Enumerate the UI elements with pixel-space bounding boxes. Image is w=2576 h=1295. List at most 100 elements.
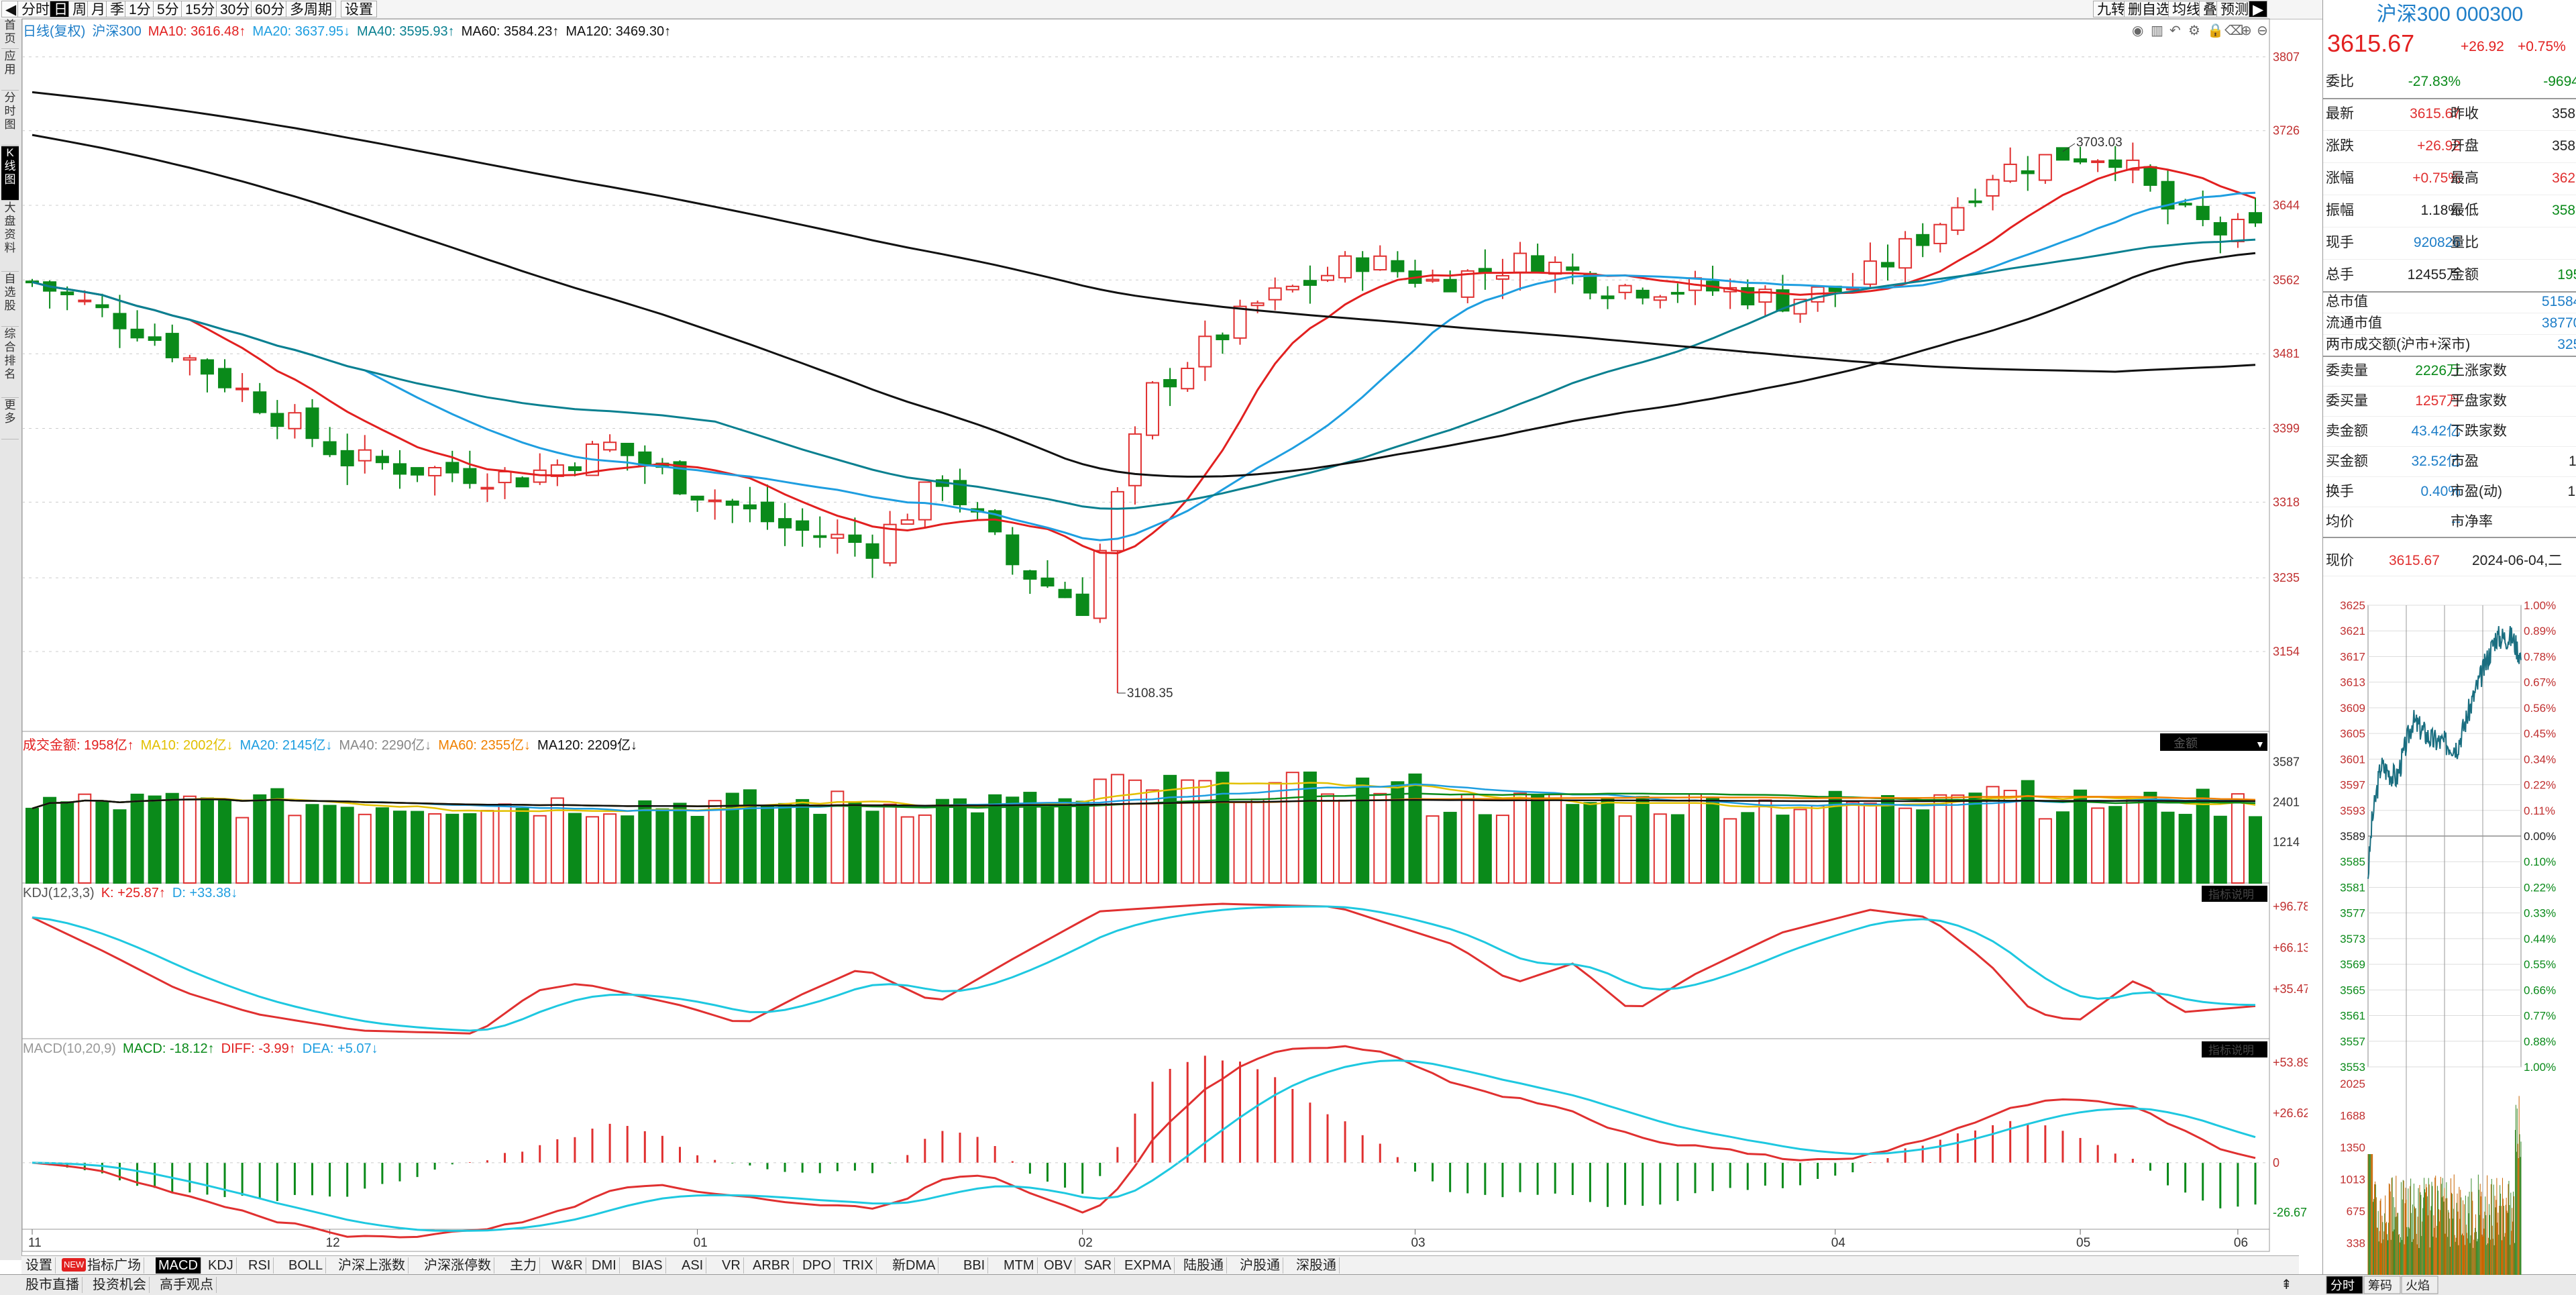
volume-tag-box[interactable] bbox=[2160, 733, 2267, 751]
candle-body[interactable] bbox=[78, 299, 92, 303]
volume-bar[interactable] bbox=[340, 807, 354, 884]
candle-body[interactable] bbox=[2143, 166, 2157, 186]
sidebar-item-ranking[interactable]: 综合排名 bbox=[1, 327, 19, 398]
candle-body[interactable] bbox=[796, 520, 810, 531]
volume-bar[interactable] bbox=[2003, 790, 2017, 884]
volume-bar[interactable] bbox=[1881, 794, 1895, 884]
candle-body[interactable] bbox=[1933, 223, 1947, 244]
volume-bar[interactable] bbox=[2249, 816, 2262, 884]
volume-bar[interactable] bbox=[1460, 794, 1474, 884]
period-button-60min[interactable]: 60分 bbox=[251, 1, 289, 17]
candle-body[interactable] bbox=[1898, 238, 1913, 269]
volume-bar[interactable] bbox=[760, 806, 774, 884]
candle-body[interactable] bbox=[463, 468, 477, 484]
settings-button[interactable]: 设置 bbox=[341, 1, 377, 17]
candle-body[interactable] bbox=[603, 442, 617, 451]
macd-tag[interactable]: 指标说明 bbox=[2208, 1044, 2254, 1057]
candle-body[interactable] bbox=[480, 486, 494, 490]
period-button-quarterly[interactable]: 季 bbox=[106, 1, 128, 17]
candle-body[interactable] bbox=[1023, 570, 1037, 580]
volume-tag-arrow[interactable]: ▼ bbox=[2255, 739, 2265, 749]
candle-body[interactable] bbox=[2021, 170, 2035, 174]
tab-7[interactable]: 沪深涨停数 bbox=[421, 1257, 494, 1274]
volume-bar[interactable] bbox=[1075, 800, 1089, 884]
mini-tab-1[interactable] bbox=[2363, 1276, 2401, 1294]
volume-bar[interactable] bbox=[95, 801, 109, 884]
volume-bar[interactable] bbox=[113, 809, 127, 884]
mini-tab-label[interactable]: 分时 bbox=[2330, 1279, 2355, 1292]
volume-bar[interactable] bbox=[78, 793, 92, 884]
volume-bar[interactable] bbox=[1653, 813, 1667, 884]
candle-body[interactable] bbox=[1250, 302, 1265, 307]
volume-bar[interactable] bbox=[1216, 772, 1230, 884]
candle-body[interactable] bbox=[498, 470, 512, 484]
candle-body[interactable] bbox=[568, 466, 582, 472]
volume-bar[interactable] bbox=[1811, 805, 1825, 884]
volume-bar[interactable] bbox=[43, 796, 57, 884]
candle-body[interactable] bbox=[253, 391, 267, 413]
candle-body[interactable] bbox=[411, 467, 425, 476]
volume-bar[interactable] bbox=[2178, 813, 2192, 884]
volume-bar[interactable] bbox=[1443, 811, 1457, 884]
tab-24[interactable]: 沪股通 bbox=[1237, 1257, 1283, 1274]
macd-tag-box[interactable] bbox=[2202, 1041, 2267, 1057]
volume-bar[interactable] bbox=[2038, 818, 2052, 884]
period-button-1min[interactable]: 1分 bbox=[125, 1, 155, 17]
volume-bar[interactable] bbox=[1758, 799, 1772, 884]
candle-body[interactable] bbox=[900, 519, 914, 525]
volume-bar[interactable] bbox=[1356, 777, 1370, 884]
candle-body[interactable] bbox=[1618, 284, 1632, 293]
volume-bar[interactable] bbox=[848, 802, 862, 884]
undo-icon[interactable]: ↶ bbox=[2169, 23, 2181, 38]
candle-body[interactable] bbox=[883, 523, 897, 564]
collapse-panel-button[interactable]: ▶ bbox=[2249, 1, 2268, 17]
tab-20[interactable]: OBV bbox=[1041, 1257, 1076, 1274]
volume-bar[interactable] bbox=[218, 800, 232, 884]
candle-body[interactable] bbox=[1373, 255, 1387, 271]
forecast-button[interactable]: 预测 bbox=[2216, 1, 2253, 17]
chart-type-icon[interactable]: ▥ bbox=[2151, 23, 2163, 38]
volume-bar[interactable] bbox=[305, 804, 319, 884]
candle-body[interactable] bbox=[358, 449, 372, 462]
volume-bar[interactable] bbox=[1093, 778, 1107, 884]
opportunity-button[interactable]: 投资机会 bbox=[90, 1277, 150, 1293]
zoom-in-icon[interactable]: ⊕ bbox=[2241, 23, 2252, 38]
candle-body[interactable] bbox=[1356, 257, 1370, 272]
candle-body[interactable] bbox=[95, 304, 109, 309]
candle-body[interactable] bbox=[428, 466, 442, 476]
volume-bar[interactable] bbox=[1933, 794, 1947, 884]
volume-bar[interactable] bbox=[235, 817, 250, 884]
stock-chart-canvas[interactable]: ◉ ▥ ↶ ⚙ 🔒 ⌫ ⊕ ⊖ 金额 ▼ 指标说明 指标说明 3807 3726 3… bbox=[0, 0, 2308, 1255]
candle-body[interactable] bbox=[1303, 280, 1317, 286]
candle-body[interactable] bbox=[375, 456, 389, 464]
volume-bar[interactable] bbox=[953, 798, 967, 884]
volume-bar[interactable] bbox=[1198, 780, 1212, 884]
volume-bar[interactable] bbox=[1898, 807, 1913, 884]
candle-body[interactable] bbox=[953, 480, 967, 505]
candle-body[interactable] bbox=[305, 407, 319, 439]
candle-body[interactable] bbox=[2213, 222, 2227, 236]
volume-bar[interactable] bbox=[2074, 789, 2088, 884]
period-button-intraday[interactable]: 分时 bbox=[17, 1, 54, 17]
volume-bar[interactable] bbox=[1181, 779, 1195, 884]
volume-bar[interactable] bbox=[1548, 794, 1562, 884]
candle-body[interactable] bbox=[1216, 334, 1230, 341]
volume-bar[interactable] bbox=[288, 815, 302, 884]
candle-body[interactable] bbox=[1146, 382, 1160, 436]
tab-11[interactable]: BIAS bbox=[629, 1257, 666, 1274]
sidebar-item-intraday[interactable]: 分时图 bbox=[1, 91, 19, 146]
candle-body[interactable] bbox=[1653, 296, 1667, 301]
volume-bar[interactable] bbox=[1968, 792, 1982, 884]
candle-body[interactable] bbox=[200, 359, 214, 375]
volume-bar[interactable] bbox=[2213, 815, 2227, 884]
volume-bar[interactable] bbox=[392, 811, 407, 884]
tab-14[interactable]: ARBR bbox=[750, 1257, 794, 1274]
candle-body[interactable] bbox=[1285, 285, 1299, 291]
volume-bar[interactable] bbox=[1706, 798, 1720, 884]
volume-bar[interactable] bbox=[25, 807, 39, 884]
candle-body[interactable] bbox=[2074, 158, 2088, 163]
volume-bar[interactable] bbox=[796, 798, 810, 884]
volume-bar[interactable] bbox=[1338, 799, 1352, 884]
candle-body[interactable] bbox=[1443, 278, 1457, 293]
volume-bar[interactable] bbox=[1583, 802, 1597, 884]
